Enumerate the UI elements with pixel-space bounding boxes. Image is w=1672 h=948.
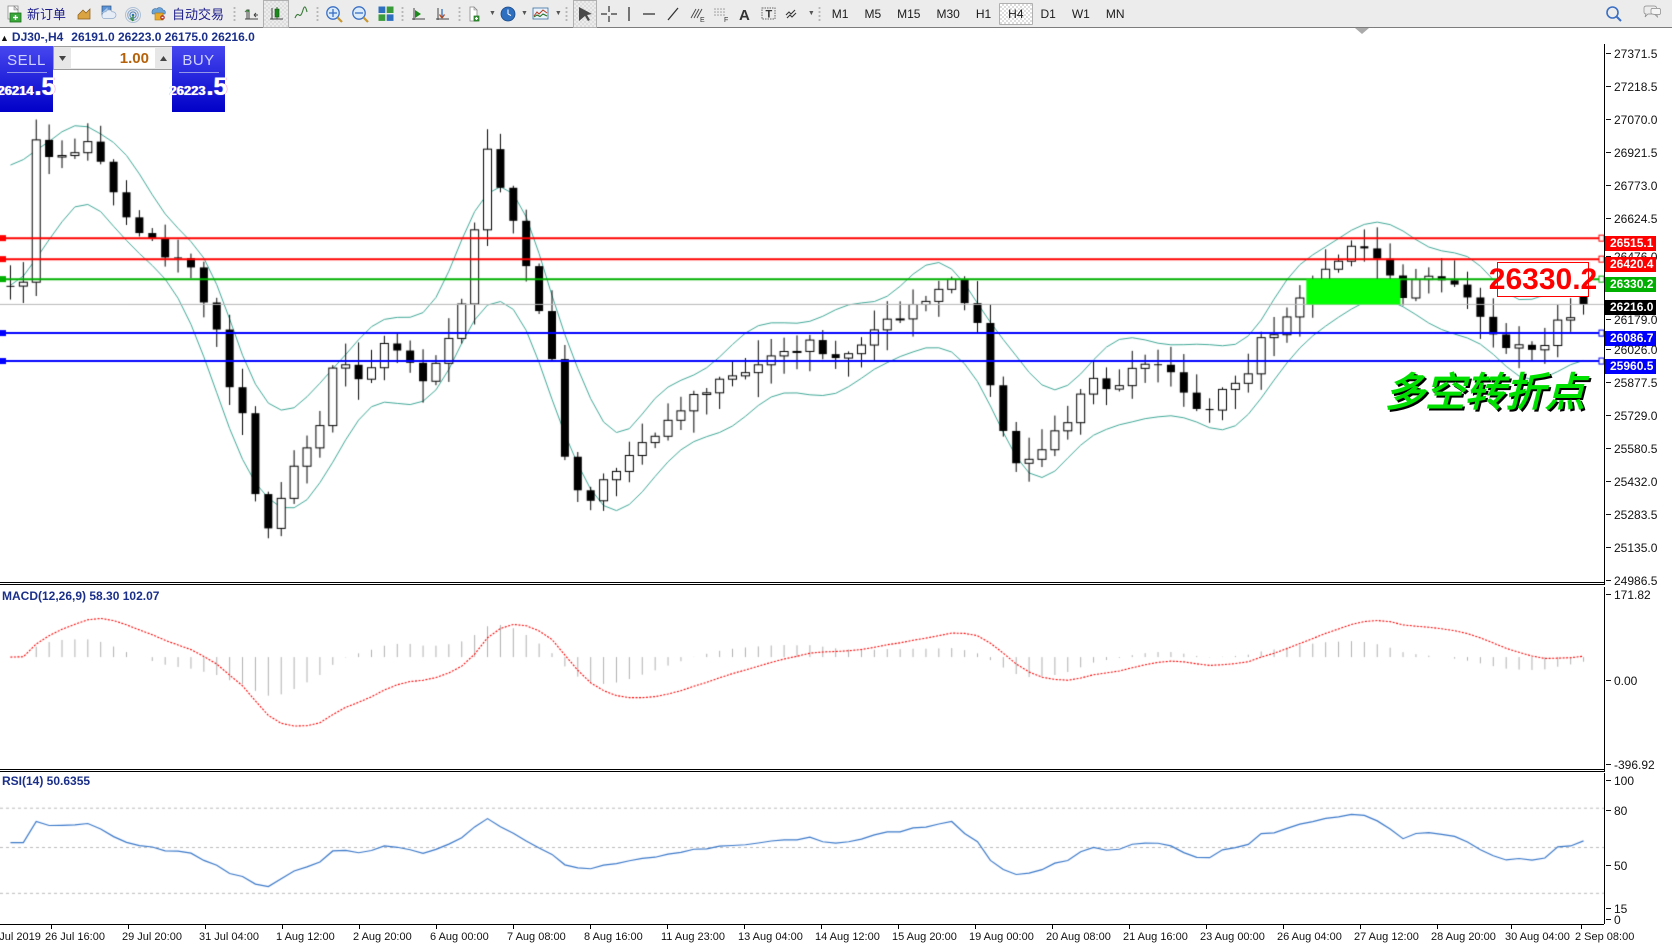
svg-text:A: A xyxy=(739,7,750,24)
svg-text:F: F xyxy=(724,17,728,24)
svg-text:T: T xyxy=(765,8,772,20)
svg-text:E: E xyxy=(700,17,705,24)
